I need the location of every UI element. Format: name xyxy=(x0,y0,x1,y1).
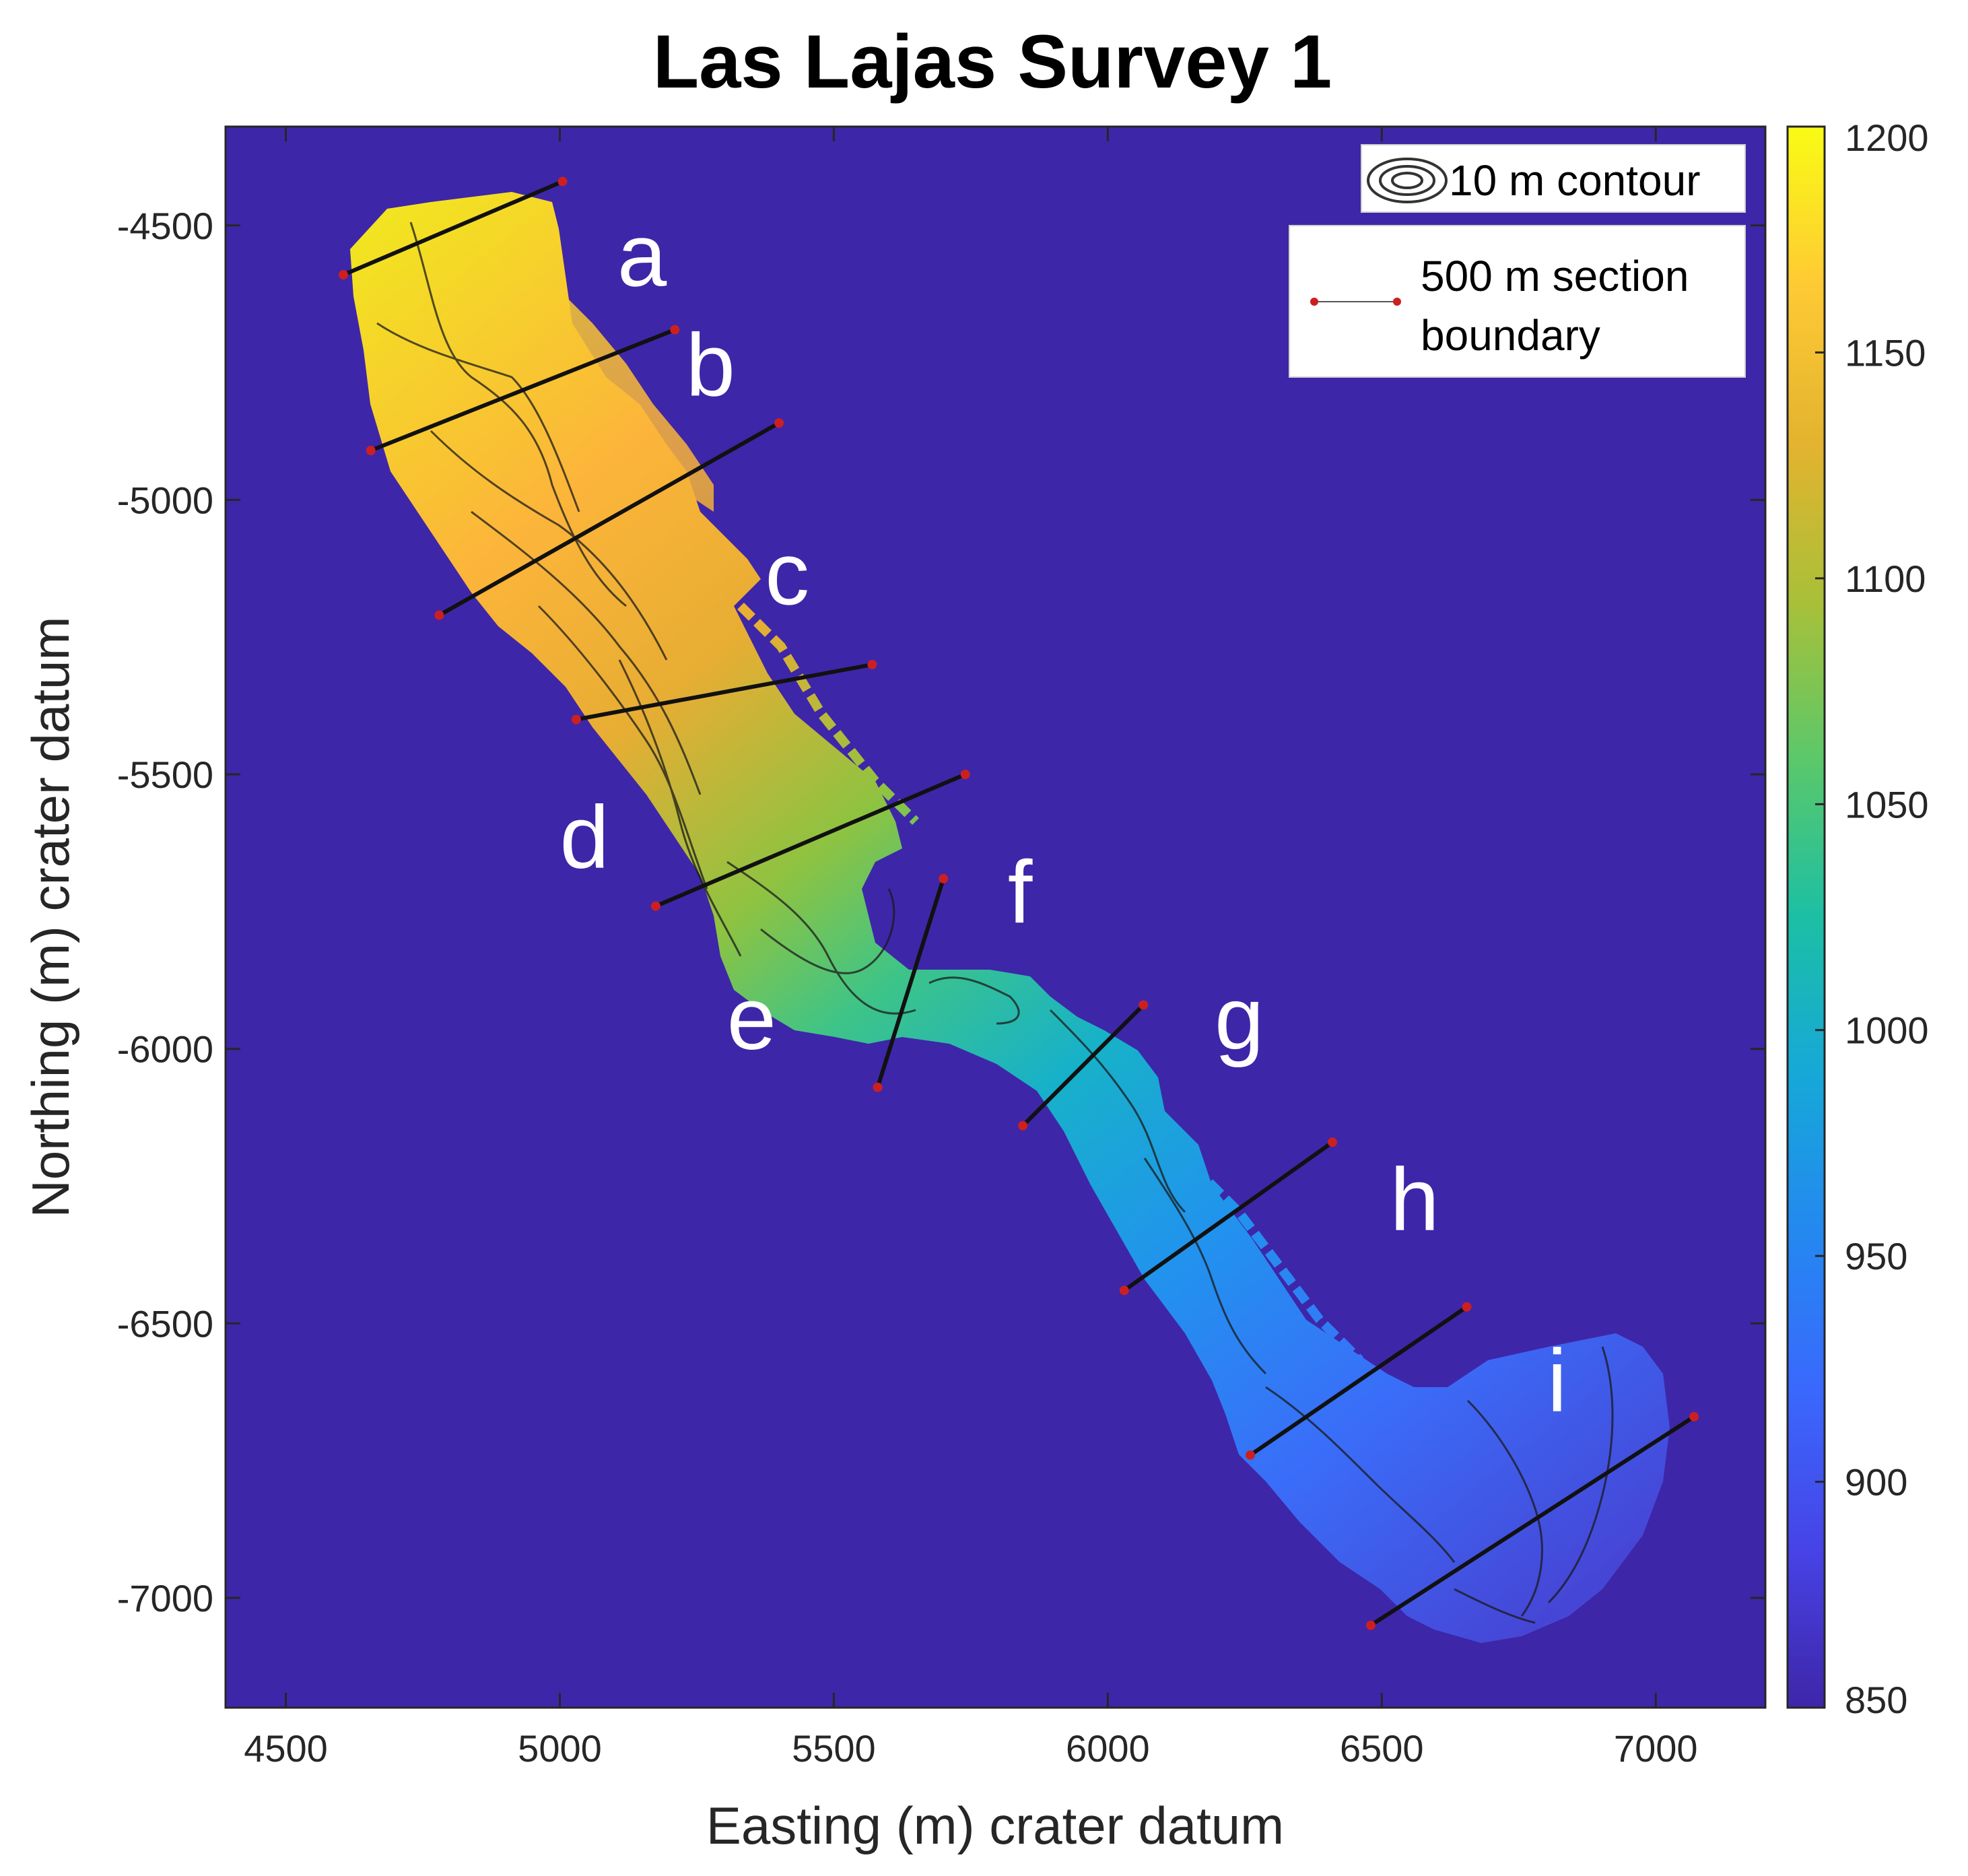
section-boundary-line xyxy=(1249,1305,1468,1457)
section-boundary-line-endpoint xyxy=(434,610,444,620)
y-tick-label: -6000 xyxy=(117,1028,213,1071)
contour-line xyxy=(1466,1399,1543,1617)
y-tick-label: -6500 xyxy=(117,1302,213,1345)
contour-line xyxy=(726,861,916,1015)
section-boundary-line-endpoint xyxy=(774,418,784,428)
x-tick-label: 6000 xyxy=(1066,1727,1150,1770)
x-tick-label: 6500 xyxy=(1340,1727,1424,1770)
colorbar-tick-label: 1200 xyxy=(1845,116,1929,159)
section-boundary-line xyxy=(654,772,966,908)
legend-section-label-line2: boundary xyxy=(1421,311,1600,360)
section-boundary-line xyxy=(438,421,780,617)
contour-line xyxy=(376,322,580,512)
section-endpoint-icon xyxy=(1310,298,1318,306)
section-boundary-line-endpoint xyxy=(1689,1411,1699,1421)
section-boundary-line-endpoint xyxy=(873,1082,883,1092)
section-boundary-line xyxy=(1021,1003,1145,1127)
section-boundary-line-endpoint xyxy=(1018,1120,1028,1131)
contour-line xyxy=(760,888,895,974)
flow-main-body xyxy=(350,192,1670,1643)
section-boundary-line-endpoint xyxy=(960,770,970,780)
legend-section: 500 m section boundary xyxy=(1289,225,1746,378)
section-boundary-line-endpoint xyxy=(1462,1302,1472,1312)
legend-contour: 10 m contour xyxy=(1361,144,1746,213)
x-axis-ticks: 4500 5000 5500 6000 6500 7000 xyxy=(244,127,1698,1770)
section-label-b: b xyxy=(686,315,735,414)
section-boundary-line xyxy=(1123,1140,1334,1292)
y-tick-label: -7000 xyxy=(117,1577,213,1619)
section-labels: ab c d e f g h i xyxy=(559,205,1567,1430)
chart-title: Las Lajas Survey 1 xyxy=(653,20,1332,104)
y-tick-label: -5000 xyxy=(117,479,213,521)
colorbar-tick-label: 950 xyxy=(1845,1235,1907,1277)
contour-line xyxy=(1547,1346,1614,1604)
contour-line xyxy=(471,510,702,795)
section-label-i: i xyxy=(1547,1331,1567,1430)
plot-frame xyxy=(224,125,1767,1709)
section-boundary-line-endpoint xyxy=(867,659,877,669)
colorbar-tick-label: 1050 xyxy=(1845,783,1929,826)
contour-icon xyxy=(1367,158,1448,203)
section-boundary-line-endpoint xyxy=(366,446,376,456)
legend-section-label-line1: 500 m section xyxy=(1421,252,1689,300)
colorbar xyxy=(1786,125,1826,1709)
section-boundary-line-endpoint xyxy=(1119,1285,1129,1296)
contour-line xyxy=(928,976,1020,1025)
section-boundary-line-endpoint xyxy=(557,176,568,187)
section-boundary-line-endpoint xyxy=(1328,1137,1338,1147)
section-boundary-line-endpoint xyxy=(571,714,581,725)
x-tick-label: 4500 xyxy=(244,1727,328,1770)
contour-line xyxy=(537,605,708,890)
colorbar-tick-label: 850 xyxy=(1845,1679,1907,1721)
section-label-c: c xyxy=(765,524,809,623)
colorbar-tick-label: 1100 xyxy=(1845,558,1926,600)
y-tick-label: -4500 xyxy=(117,205,213,247)
section-label-g: g xyxy=(1215,969,1264,1068)
section-label-d: d xyxy=(559,788,609,887)
contour-line xyxy=(430,430,668,661)
section-boundary-line xyxy=(576,663,873,722)
flow-east-lobe xyxy=(525,290,714,512)
section-boundary-line xyxy=(875,878,946,1088)
section-boundary-line-endpoint xyxy=(650,901,660,911)
y-axis-ticks: -4500 -5000 -5500 -6000 -6500 -7000 xyxy=(117,205,1765,1619)
x-tick-label: 7000 xyxy=(1614,1727,1698,1770)
x-axis-label: Easting (m) crater datum xyxy=(706,1796,1284,1855)
flow-east-arm xyxy=(737,603,1363,1364)
section-boundary-line-endpoint xyxy=(1366,1620,1376,1630)
section-boundary-line xyxy=(370,327,676,453)
section-boundary-line-endpoint xyxy=(338,270,348,280)
colorbar-tick-label: 1000 xyxy=(1845,1009,1929,1052)
section-boundary-line-endpoint xyxy=(670,325,680,335)
section-boundary-line xyxy=(342,179,564,277)
legend-contour-label: 10 m contour xyxy=(1449,156,1701,205)
section-boundary-line xyxy=(1369,1415,1695,1628)
section-boundary-line-endpoint xyxy=(1245,1450,1255,1460)
section-endpoint-icon xyxy=(1393,298,1401,306)
section-boundary-line-endpoint xyxy=(939,873,949,883)
section-label-a: a xyxy=(617,205,667,304)
x-tick-label: 5000 xyxy=(518,1727,602,1770)
x-tick-label: 5500 xyxy=(792,1727,876,1770)
section-label-e: e xyxy=(727,969,776,1068)
section-boundaries xyxy=(338,176,1699,1630)
contour-line xyxy=(1454,1588,1536,1624)
y-tick-label: -5500 xyxy=(117,753,213,796)
colorbar-tick-label: 900 xyxy=(1845,1461,1907,1504)
colorbar-tick-label: 1150 xyxy=(1845,331,1926,374)
contour-line xyxy=(1143,1158,1267,1375)
contour-line xyxy=(1265,1386,1456,1563)
colorbar-ticks: 850 900 950 1000 1050 1100 1150 1200 xyxy=(1815,116,1929,1721)
section-label-h: h xyxy=(1390,1150,1439,1249)
section-label-f: f xyxy=(1008,842,1033,941)
section-boundary-line-endpoint xyxy=(1139,1000,1149,1010)
contour-line xyxy=(409,222,627,607)
contour-line xyxy=(1049,1009,1186,1213)
y-axis-label: Northing (m) crater datum xyxy=(21,617,80,1218)
